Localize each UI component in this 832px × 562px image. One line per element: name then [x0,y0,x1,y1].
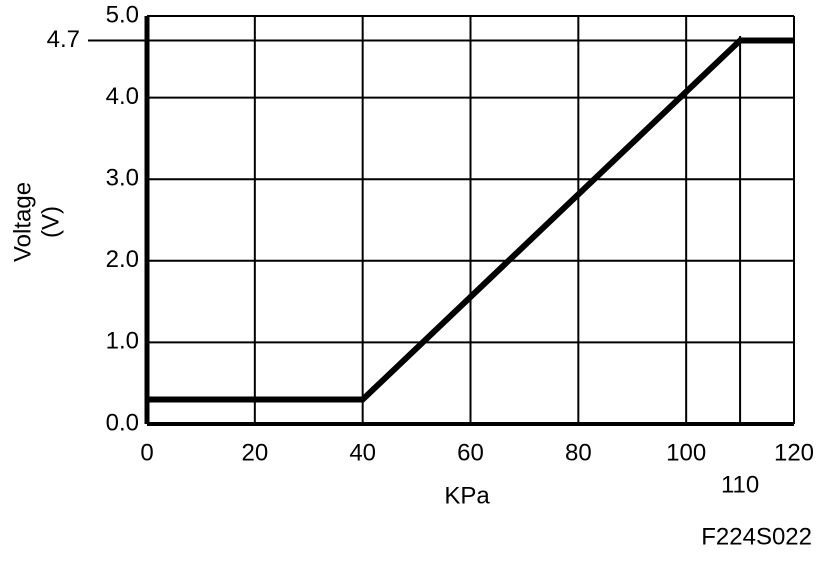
y-tick-label: 4.0 [106,83,139,110]
x-tick-label: 60 [457,439,484,466]
x-tick-label: 20 [241,439,268,466]
data-line [147,37,794,403]
figure-id: F224S022 [701,523,812,550]
x-tick-label: 0 [140,439,153,466]
y-tick-label: 2.0 [106,246,139,273]
marker-label: 110 [721,471,759,498]
x-tick-label: 100 [666,439,706,466]
marker-label: 4.7 [47,26,80,53]
x-tick-label: 40 [349,439,376,466]
y-tick-label: 3.0 [106,165,139,192]
y-axis-label: Voltage [9,182,36,262]
y-axis-unit: (V) [37,206,64,238]
y-tick-label: 1.0 [106,328,139,355]
y-tick-label: 5.0 [106,1,139,28]
x-tick-label: 120 [774,439,814,466]
x-axis-label: KPa [444,482,490,509]
y-tick-label: 0.0 [106,409,139,436]
x-tick-label: 80 [565,439,592,466]
